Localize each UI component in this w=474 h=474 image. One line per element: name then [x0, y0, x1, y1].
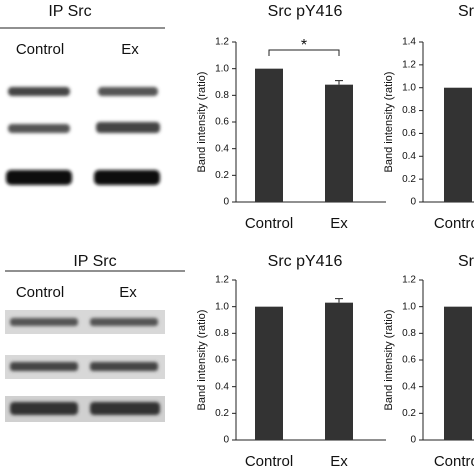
bar	[444, 306, 472, 440]
y-tick-label: 0.6	[215, 117, 229, 128]
y-tick-label: 0.2	[402, 174, 416, 185]
y-tick-label: 0.4	[215, 381, 229, 392]
y-tick-label: 0.8	[215, 328, 229, 339]
lane-label: Control	[16, 284, 64, 301]
y-tick-label: 0	[410, 197, 416, 208]
x-tick-label: Control	[434, 453, 474, 470]
blot-title: IP Src	[48, 3, 91, 20]
y-tick-label: 0.6	[215, 355, 229, 366]
chart-title: Src	[458, 3, 474, 20]
y-tick-label: 1.2	[215, 275, 229, 286]
bar	[325, 84, 353, 202]
blot-bands	[10, 318, 160, 415]
y-axis-label: Band intensity (ratio)	[383, 310, 395, 411]
y-tick-label: 0.4	[402, 151, 416, 162]
y-tick-label: 0.6	[402, 355, 416, 366]
x-tick-label: Control	[245, 453, 293, 470]
lane-label: Control	[16, 41, 64, 58]
y-tick-label: 0	[223, 435, 229, 446]
y-tick-label: 0.4	[402, 381, 416, 392]
y-tick-label: 1.0	[402, 82, 416, 93]
y-tick-label: 0	[223, 197, 229, 208]
y-axis-label: Band intensity (ratio)	[383, 72, 395, 173]
y-tick-label: 0.8	[402, 328, 416, 339]
y-tick-label: 0	[410, 435, 416, 446]
x-tick-label: Ex	[330, 453, 348, 470]
y-tick-label: 0.2	[215, 170, 229, 181]
y-tick-label: 0.2	[402, 408, 416, 419]
significance-bracket	[268, 49, 340, 56]
x-tick-label: Control	[245, 215, 293, 232]
bar	[444, 87, 472, 202]
y-tick-label: 0.2	[215, 408, 229, 419]
error-bar	[335, 298, 343, 303]
chart-title: Src	[458, 253, 474, 270]
bar	[325, 302, 353, 440]
y-tick-label: 0.8	[215, 90, 229, 101]
y-tick-label: 0.6	[402, 128, 416, 139]
error-bar	[335, 80, 343, 85]
y-axis-label: Band intensity (ratio)	[196, 72, 208, 173]
chart-title: Src pY416	[268, 253, 343, 270]
y-tick-label: 1.2	[215, 37, 229, 48]
y-tick-label: 1.4	[402, 37, 416, 48]
chart-title: Src pY416	[268, 3, 343, 20]
y-tick-label: 0.8	[402, 105, 416, 116]
significance-label: *	[301, 37, 307, 54]
y-axis-label: Band intensity (ratio)	[196, 310, 208, 411]
y-tick-label: 1.2	[402, 275, 416, 286]
x-tick-label: Control	[434, 215, 474, 232]
lane-label: Ex	[121, 41, 139, 58]
lane-label: Ex	[119, 284, 137, 301]
y-tick-label: 1.0	[402, 301, 416, 312]
y-tick-label: 1.0	[215, 301, 229, 312]
y-tick-label: 0.4	[215, 143, 229, 154]
x-tick-label: Ex	[330, 215, 348, 232]
bar	[255, 306, 283, 440]
bar	[255, 68, 283, 203]
y-tick-label: 1.0	[215, 63, 229, 74]
blot-title: IP Src	[73, 253, 116, 270]
blot-bands	[6, 87, 160, 185]
y-tick-label: 1.2	[402, 59, 416, 70]
